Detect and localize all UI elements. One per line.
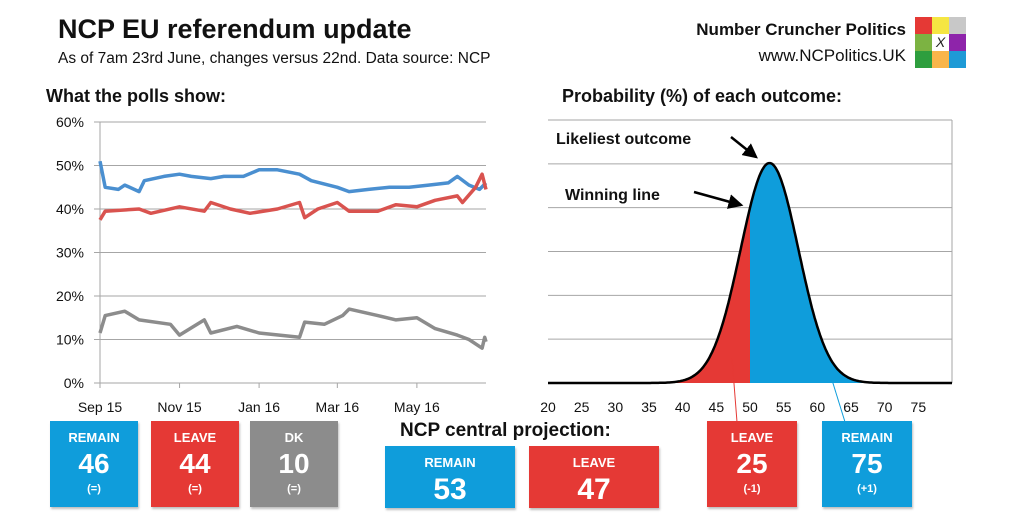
projection-box-remain: REMAIN 53: [385, 446, 515, 508]
x-tick-label: 65: [843, 399, 859, 415]
probability-chart-title: Probability (%) of each outcome:: [562, 86, 843, 106]
box-label: LEAVE: [730, 430, 774, 445]
leave-callout-line: [731, 357, 738, 423]
y-tick-label: 60%: [56, 114, 84, 130]
logo-tile: [915, 51, 932, 68]
probability-distribution-chart: 20 25 30 35 40 45 50 55 60 65 70 75 Likeliest outcom…: [540, 119, 953, 423]
box-value: 75: [851, 448, 883, 479]
remain-callout-line: [831, 379, 846, 423]
leave-series-line: [98, 172, 488, 221]
x-tick-label: 75: [911, 399, 927, 415]
page-subtitle: As of 7am 23rd June, changes versus 22nd…: [58, 50, 491, 67]
leave-probability-area: [548, 207, 750, 383]
x-tick-label: 60: [810, 399, 826, 415]
winning-line-label: Winning line: [565, 187, 660, 204]
box-value: 47: [577, 473, 611, 506]
box-label: REMAIN: [841, 430, 893, 445]
remain-series-line: [98, 160, 488, 194]
y-tick-label: 50%: [56, 158, 84, 174]
x-tick-label: 30: [608, 399, 624, 415]
box-value: 10: [278, 448, 310, 479]
box-change: (-1): [743, 483, 761, 495]
y-tick-label: 0%: [64, 375, 84, 391]
x-tick-label: Nov 15: [157, 399, 202, 415]
x-tick-label: 55: [776, 399, 792, 415]
x-tick-label: 25: [574, 399, 590, 415]
logo-tile: [949, 51, 966, 68]
probability-box-remain: REMAIN 75 (+1): [822, 421, 912, 507]
polls-box-remain: REMAIN 46 (=): [50, 421, 138, 507]
box-label: DK: [284, 430, 304, 445]
x-tick-label: 45: [709, 399, 725, 415]
box-label: REMAIN: [68, 430, 120, 445]
x-tick-label: 50: [742, 399, 758, 415]
projection-title: NCP central projection:: [400, 420, 611, 441]
box-value: 44: [179, 448, 211, 479]
box-change: (=): [287, 483, 301, 495]
ncp-logo: X: [915, 17, 966, 68]
x-tick-label: 20: [540, 399, 556, 415]
x-tick-label: Jan 16: [238, 399, 280, 415]
box-change: (=): [87, 483, 101, 495]
x-tick-label: May 16: [394, 399, 440, 415]
logo-tile: [915, 34, 932, 51]
box-value: 25: [736, 448, 768, 479]
box-change: (+1): [857, 483, 877, 495]
box-value: 46: [78, 448, 110, 479]
logo-tile: [932, 17, 949, 34]
winning-line-arrow: [693, 190, 744, 209]
polls-line-chart: 0% 10% 20% 30% 40% 50% 60% Sep 15 Nov 15 Jan 16 Ma…: [56, 114, 488, 415]
polls-box-dk: DK 10 (=): [250, 421, 338, 507]
page-title: NCP EU referendum update: [58, 14, 412, 44]
x-tick-label: 35: [641, 399, 657, 415]
probability-box-leave: LEAVE 25 (-1): [707, 421, 797, 507]
box-change: (=): [188, 483, 202, 495]
box-label: REMAIN: [424, 455, 476, 470]
likeliest-outcome-arrow: [730, 136, 758, 159]
box-label: LEAVE: [572, 455, 616, 470]
x-tick-label: Sep 15: [78, 399, 123, 415]
x-tick-label: Mar 16: [316, 399, 360, 415]
logo-tile: [949, 17, 966, 34]
brand-name: Number Cruncher Politics: [696, 20, 906, 39]
box-value: 53: [433, 473, 467, 506]
y-tick-label: 20%: [56, 288, 84, 304]
logo-tile: X: [932, 34, 949, 51]
dk-series-line: [98, 307, 488, 350]
remain-probability-area: [750, 163, 952, 383]
x-tick-label: 70: [877, 399, 893, 415]
likeliest-outcome-label: Likeliest outcome: [556, 131, 691, 148]
y-tick-label: 40%: [56, 201, 84, 217]
logo-tile: [949, 34, 966, 51]
polls-chart-title: What the polls show:: [46, 86, 226, 106]
y-tick-label: 30%: [56, 245, 84, 261]
distribution-curve: [548, 161, 952, 385]
logo-tile: [932, 51, 949, 68]
polls-box-leave: LEAVE 44 (=): [151, 421, 239, 507]
brand-url[interactable]: www.NCPolitics.UK: [758, 46, 906, 65]
box-label: LEAVE: [173, 430, 217, 445]
y-tick-label: 10%: [56, 332, 84, 348]
projection-box-leave: LEAVE 47: [529, 446, 659, 508]
logo-tile: [915, 17, 932, 34]
x-tick-label: 40: [675, 399, 691, 415]
